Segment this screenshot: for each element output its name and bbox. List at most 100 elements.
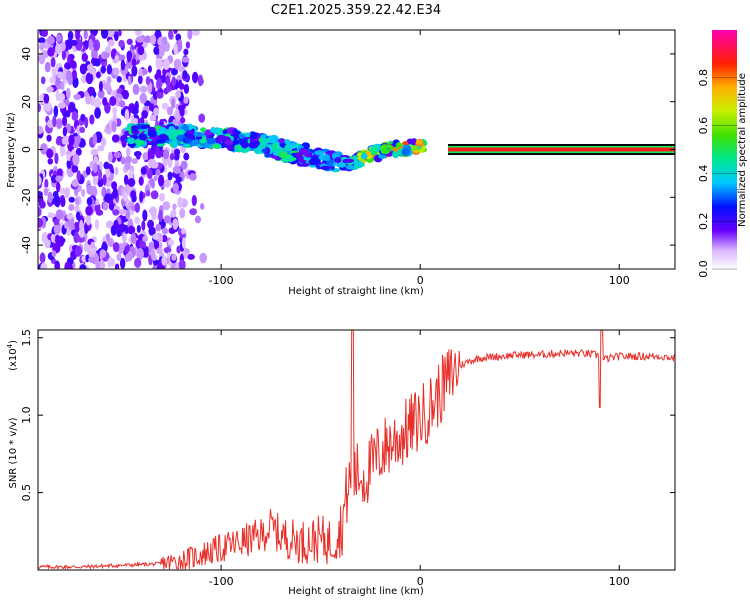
- spectrogram-cell: [76, 134, 81, 144]
- spectrogram-cell: [111, 120, 117, 133]
- spectrogram-cell: [168, 125, 175, 133]
- spectrogram-cell: [121, 89, 127, 97]
- spectrogram-cell: [140, 166, 147, 175]
- snr-y-multiplier: (x104): [6, 340, 19, 371]
- spectrogram-cell: [65, 87, 71, 100]
- spectrogram-cell: [175, 176, 182, 183]
- spectrogram-cell: [172, 182, 179, 194]
- spectrogram-cell: [56, 71, 64, 79]
- spectrogram-cell: [186, 133, 196, 140]
- spectrogram-x-tick-label: 100: [609, 274, 630, 287]
- spectrogram-cell: [127, 137, 136, 145]
- spectrogram-cell: [112, 106, 118, 115]
- spectrogram-cell: [79, 126, 86, 134]
- spectrogram-cell: [75, 30, 81, 41]
- spectrogram-cell: [157, 174, 165, 187]
- spectrogram-cell: [98, 80, 103, 92]
- spectrogram-cell: [147, 149, 155, 161]
- spectrogram-cell: [41, 30, 49, 37]
- spectrogram-cell: [52, 115, 57, 128]
- snr-y-tick-label: 1.5: [20, 329, 33, 347]
- spectrogram-cell: [79, 219, 84, 232]
- spectrogram-cell: [137, 74, 143, 85]
- spectrogram-cell: [106, 75, 112, 85]
- spectrogram-cell: [38, 217, 44, 228]
- spectrogram-cell: [158, 126, 167, 134]
- colorbar-tick-label: 0.6: [697, 117, 710, 135]
- spectrogram-cell: [166, 106, 174, 116]
- spectrogram-cell: [71, 164, 79, 173]
- spectrogram-cell: [103, 161, 110, 170]
- spectrogram-cell: [62, 126, 68, 137]
- spectrogram-cell: [47, 47, 55, 57]
- colorbar-tick-label: 0.4: [697, 165, 710, 183]
- spectrogram-cell: [155, 139, 166, 144]
- spectrogram-cell: [294, 152, 303, 157]
- spectrogram-cell: [134, 202, 141, 213]
- spectrogram-cell: [88, 39, 94, 51]
- figure-title: C2E1.2025.359.22.42.E34: [271, 3, 441, 18]
- spectrogram-cell: [135, 36, 144, 43]
- spectrogram-cell: [105, 168, 111, 179]
- snr-x-axis-title: Height of straight line (km): [288, 586, 424, 597]
- spectrogram-cell: [44, 178, 49, 190]
- spectrogram-cell: [150, 248, 156, 260]
- spectrogram-cell: [134, 257, 142, 269]
- spectrogram-cell: [91, 48, 98, 61]
- spectrogram-cell: [72, 153, 80, 166]
- spectrogram-cell: [344, 158, 355, 163]
- spectrogram-cell: [122, 191, 128, 202]
- spectrogram-cell: [46, 35, 55, 45]
- colorbar-gradient: [712, 30, 737, 269]
- spectrogram-cell: [126, 38, 133, 45]
- spectrogram-cell: [200, 203, 205, 210]
- spectrogram-cell: [56, 181, 61, 193]
- spectrogram-cell: [210, 127, 220, 134]
- spectrogram-cell: [149, 114, 157, 122]
- spectrogram-x-axis-title: Height of straight line (km): [288, 286, 424, 297]
- spectrogram-cell: [238, 134, 246, 139]
- spectrogram-cell: [86, 197, 93, 206]
- spectrogram-cell: [167, 171, 173, 181]
- spectrogram-x-tick-label: 0: [417, 274, 424, 287]
- spectrogram-cell: [153, 107, 159, 117]
- spectrogram-cell: [190, 138, 199, 147]
- spectrogram-cell: [39, 42, 45, 51]
- spectrogram-cell: [50, 57, 56, 68]
- spectrogram-cell: [55, 175, 63, 182]
- spectrogram-cell: [61, 48, 67, 61]
- spectrogram-cell: [112, 67, 120, 76]
- spectrogram-cell: [141, 220, 146, 231]
- spectrogram-cell: [161, 74, 166, 84]
- spectrogram-cell: [79, 229, 85, 238]
- spectrogram-cell: [262, 138, 271, 144]
- spectrogram-y-tick-label: 40: [20, 47, 33, 61]
- spectrogram-cell: [226, 144, 236, 152]
- spectrogram-cell: [179, 207, 186, 219]
- spectrogram-cell: [90, 148, 99, 156]
- spectrogram-cell: [139, 85, 148, 93]
- spectrogram-cell: [62, 115, 68, 127]
- spectrogram-cell: [141, 110, 149, 119]
- spectrogram-cell: [175, 128, 185, 136]
- spectrogram-cell: [76, 125, 81, 135]
- spectrogram-cell: [60, 196, 66, 208]
- spectrogram-cell: [161, 36, 168, 45]
- spectrogram-cell: [86, 184, 93, 195]
- spectrogram-cell: [137, 45, 145, 56]
- spectrogram-cell: [118, 223, 127, 232]
- spectrogram-cell: [167, 239, 175, 246]
- spectrogram-cell: [38, 52, 46, 65]
- spectrogram-cell: [101, 187, 106, 198]
- spectrogram-cell: [189, 172, 197, 181]
- spectrogram-cell: [231, 138, 239, 147]
- spectrogram-cell: [128, 169, 134, 180]
- spectrogram-cell: [180, 160, 188, 171]
- spectrogram-cell: [116, 253, 122, 262]
- spectrogram-cell: [118, 208, 127, 216]
- spectrogram-cell: [103, 82, 111, 91]
- spectrogram-cell: [123, 174, 129, 185]
- spectrogram-cell: [175, 111, 182, 122]
- spectrogram-cell: [135, 239, 140, 249]
- spectrogram-cell: [191, 71, 199, 84]
